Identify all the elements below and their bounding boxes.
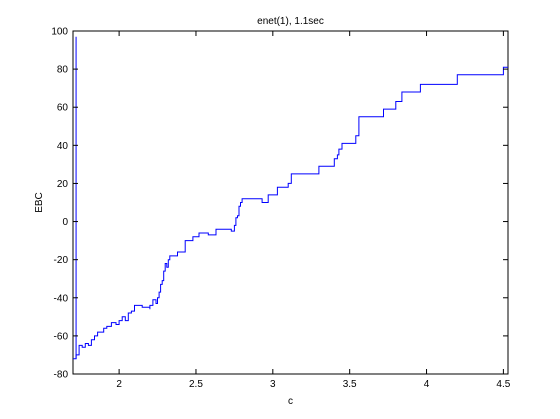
y-axis-label: EBC bbox=[34, 192, 45, 213]
y-tick-label: 100 bbox=[51, 27, 68, 38]
axes-frame bbox=[72, 30, 509, 375]
y-tick-label: 80 bbox=[57, 65, 69, 76]
plot-area: 2 2.5 3 3.5 4 4.5 -80 -60 -40 -20 0 20 40 60 80 100 bbox=[51, 27, 510, 391]
y-tick-label: -20 bbox=[54, 255, 69, 266]
y-tick-label: 60 bbox=[57, 103, 69, 114]
x-tick-label: 2.5 bbox=[189, 379, 203, 390]
y-tick-label: -80 bbox=[54, 370, 69, 381]
x-tick-label: 4 bbox=[424, 379, 430, 390]
chart-title: enet(1), 1.1sec bbox=[257, 16, 324, 27]
y-tick-label: 40 bbox=[57, 141, 69, 152]
x-tick-label: 3 bbox=[270, 379, 276, 390]
x-axis-label: c bbox=[288, 396, 293, 407]
y-tick-label: 0 bbox=[62, 217, 68, 228]
y-tick-label: -40 bbox=[54, 293, 69, 304]
tick-layer: 2 2.5 3 3.5 4 4.5 -80 -60 -40 -20 0 20 40 60 80 100 bbox=[51, 27, 510, 391]
x-tick-label: 4.5 bbox=[496, 379, 510, 390]
series-line bbox=[73, 66, 508, 360]
line-layer bbox=[73, 36, 508, 360]
y-tick-label: -60 bbox=[54, 331, 69, 342]
x-tick-label: 3.5 bbox=[343, 379, 357, 390]
y-tick-label: 20 bbox=[57, 179, 69, 190]
x-tick-label: 2 bbox=[116, 379, 122, 390]
